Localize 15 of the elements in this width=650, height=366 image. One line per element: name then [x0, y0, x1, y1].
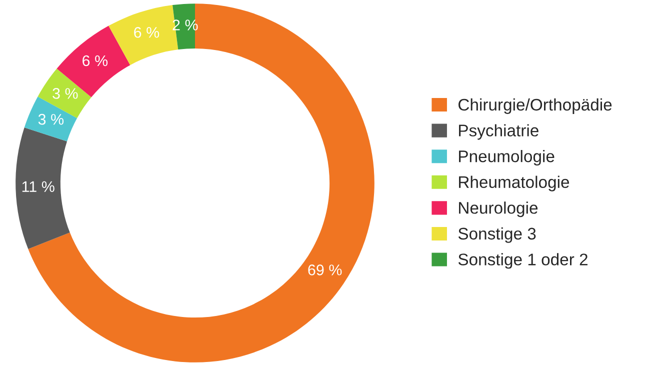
data-label: 11 %	[22, 181, 54, 192]
legend-label: Neurologie	[459, 202, 538, 218]
legend-label: Pneumologie	[459, 150, 554, 166]
data-label: 69 %	[308, 264, 342, 276]
legend-label: Rheumatologie	[459, 176, 570, 192]
legend-label: Chirurgie/Orthopädie	[458, 98, 612, 114]
donut-slice	[16, 128, 70, 250]
data-label: 3 %	[52, 88, 78, 99]
donut-slice	[108, 5, 178, 66]
data-label: 6 %	[82, 55, 108, 66]
legend-label: Sonstige 3	[458, 227, 536, 243]
data-label: 3 %	[38, 114, 64, 125]
legend-label: Psychiatrie	[459, 124, 538, 140]
legend-label: Sonstige 1 oder 2	[458, 253, 588, 269]
data-label: 6 %	[134, 26, 160, 38]
